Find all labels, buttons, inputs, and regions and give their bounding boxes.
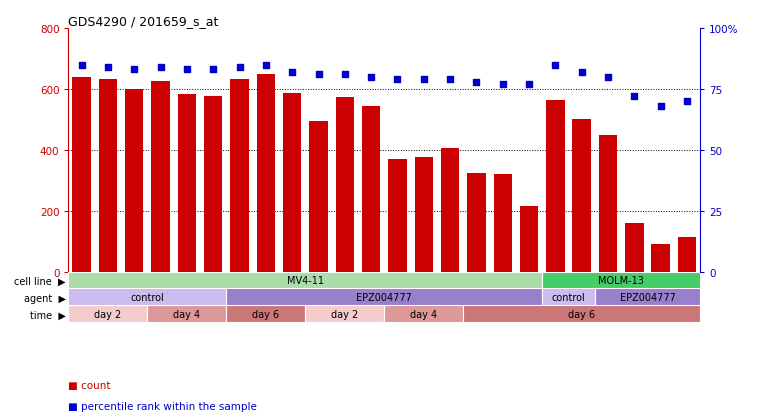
Bar	[494, 175, 512, 272]
Text: control: control	[131, 292, 164, 302]
Text: day 4: day 4	[174, 309, 200, 319]
Bar	[542, 289, 595, 306]
Point	[681, 99, 693, 105]
Text: day 4: day 4	[410, 309, 438, 319]
Bar	[384, 306, 463, 322]
Point	[497, 81, 509, 88]
Bar	[572, 120, 591, 272]
Bar	[99, 80, 117, 272]
Bar	[546, 101, 565, 272]
Text: day 2: day 2	[94, 309, 122, 319]
Bar	[178, 95, 196, 272]
Bar	[148, 306, 227, 322]
Point	[602, 74, 614, 81]
Point	[575, 69, 587, 76]
Bar	[227, 306, 305, 322]
Bar	[227, 289, 542, 306]
Text: MOLM-13: MOLM-13	[598, 275, 644, 285]
Text: EPZ004777: EPZ004777	[356, 292, 412, 302]
Text: day 2: day 2	[331, 309, 358, 319]
Bar	[599, 135, 617, 272]
Bar	[256, 75, 275, 272]
Bar	[467, 173, 486, 272]
Point	[629, 94, 641, 100]
Bar	[68, 306, 148, 322]
Bar	[68, 272, 542, 289]
Bar	[231, 80, 249, 272]
Point	[523, 81, 535, 88]
Point	[260, 62, 272, 69]
Point	[654, 103, 667, 110]
Point	[365, 74, 377, 81]
Bar	[625, 223, 644, 272]
Bar	[204, 96, 222, 272]
Text: day 6: day 6	[568, 309, 595, 319]
Point	[391, 77, 403, 83]
Bar	[305, 306, 384, 322]
Point	[102, 64, 114, 71]
Point	[181, 67, 193, 74]
Point	[154, 64, 167, 71]
Bar	[362, 107, 380, 272]
Text: control: control	[552, 292, 585, 302]
Bar	[336, 98, 354, 272]
Text: EPZ004777: EPZ004777	[619, 292, 676, 302]
Bar	[595, 289, 700, 306]
Point	[444, 77, 456, 83]
Point	[128, 67, 140, 74]
Point	[339, 72, 351, 78]
Bar	[151, 82, 170, 272]
Bar	[309, 122, 328, 272]
Bar	[441, 149, 460, 272]
Point	[75, 62, 88, 69]
Bar	[651, 244, 670, 272]
Bar	[68, 289, 227, 306]
Bar	[520, 206, 538, 272]
Bar	[415, 157, 433, 272]
Bar	[125, 90, 144, 272]
Point	[549, 62, 562, 69]
Bar	[678, 237, 696, 272]
Bar	[388, 159, 406, 272]
Point	[313, 72, 325, 78]
Text: day 6: day 6	[253, 309, 279, 319]
Bar	[463, 306, 700, 322]
Point	[470, 79, 482, 85]
Bar	[283, 94, 301, 272]
Point	[234, 64, 246, 71]
Text: ■ percentile rank within the sample: ■ percentile rank within the sample	[68, 401, 257, 411]
Point	[286, 69, 298, 76]
Point	[418, 77, 430, 83]
Text: MV4-11: MV4-11	[287, 275, 324, 285]
Text: ■ count: ■ count	[68, 380, 111, 390]
Bar	[72, 78, 91, 272]
Point	[207, 67, 219, 74]
Bar	[542, 272, 700, 289]
Text: GDS4290 / 201659_s_at: GDS4290 / 201659_s_at	[68, 15, 219, 28]
